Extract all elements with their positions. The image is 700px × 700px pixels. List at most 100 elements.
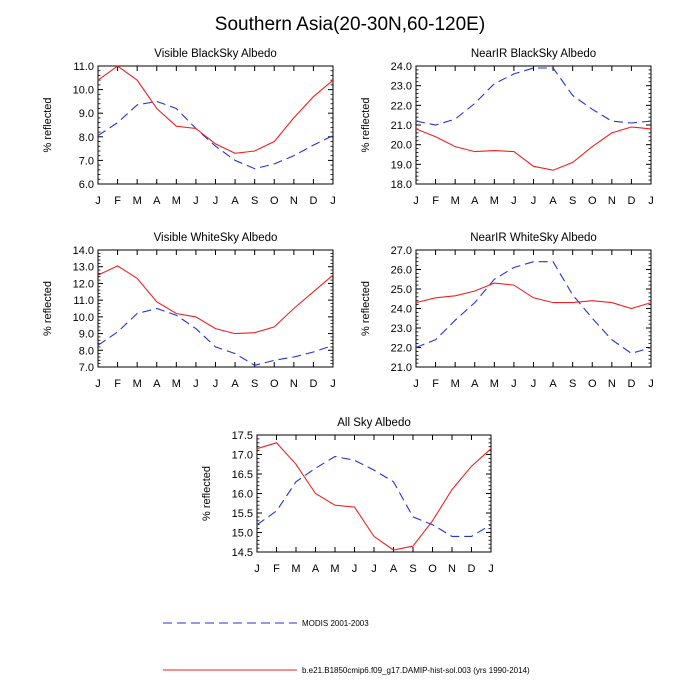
y-tick-label: 7.0 [79, 155, 94, 167]
x-tick-label: O [270, 195, 279, 207]
y-tick-label: 16.5 [232, 469, 253, 481]
panel-4: NearIR WhiteSky Albedo % reflected 21.0 22.… [360, 232, 654, 390]
x-tick-label: M [330, 563, 339, 575]
legend: MODIS 2001-2003 b.e21.B1850cmip6.f09_g17.… [163, 619, 530, 675]
x-tick-label: J [413, 378, 419, 390]
x-tick-label: S [569, 378, 576, 390]
y-tick-label: 11.0 [73, 295, 94, 307]
x-tick-label: J [648, 195, 654, 207]
x-tick-label: A [549, 195, 557, 207]
y-axis-label: % reflected [360, 97, 372, 152]
y-tick-label: 22.0 [391, 343, 412, 355]
panel-2: NearIR BlackSky Albedo % reflected 18.0 19.… [360, 48, 654, 207]
panels: Visible BlackSky Albedo % reflected 6.0 7.0… [42, 48, 654, 575]
legend-label: b.e21.B1850cmip6.f09_g17.DAMIP-hist-sol.… [302, 666, 530, 675]
x-tick-label: O [588, 195, 597, 207]
x-tick-label: M [172, 378, 181, 390]
y-tick-label: 12.0 [73, 278, 94, 290]
x-tick-label: M [490, 378, 499, 390]
x-tick-label: J [254, 563, 260, 575]
panel-title: NearIR WhiteSky Albedo [470, 232, 597, 244]
x-tick-label: S [569, 195, 576, 207]
x-tick-label: M [490, 195, 499, 207]
series-line-solid [97, 265, 334, 335]
x-tick-label: D [309, 195, 317, 207]
x-tick-label: D [309, 378, 317, 390]
x-tick-label: F [432, 195, 439, 207]
y-tick-label: 25.0 [391, 284, 412, 296]
y-tick-label: 15.5 [232, 508, 253, 520]
series-line-dashed [97, 100, 334, 170]
panel-title: Visible WhiteSky Albedo [154, 232, 278, 244]
x-tick-label: J [648, 378, 654, 390]
y-tick-label: 8.0 [79, 132, 94, 144]
y-tick-label: 16.0 [232, 489, 253, 501]
x-tick-label: N [608, 378, 616, 390]
y-tick-label: 22.0 [391, 100, 412, 112]
x-tick-label: N [448, 563, 456, 575]
panel-3: Visible WhiteSky Albedo % reflected 7.0 8.0… [42, 232, 336, 390]
y-tick-label: 9.0 [79, 329, 94, 341]
x-tick-label: J [488, 563, 494, 575]
series-line-dashed [415, 261, 652, 355]
y-tick-label: 9.0 [79, 108, 94, 120]
page-title: Southern Asia(20-30N,60-120E) [215, 14, 485, 35]
x-tick-label: N [290, 378, 298, 390]
legend-label: MODIS 2001-2003 [302, 619, 369, 628]
x-tick-label: J [213, 195, 219, 207]
x-tick-label: N [608, 195, 616, 207]
x-tick-label: O [270, 378, 279, 390]
x-tick-label: J [330, 378, 336, 390]
x-tick-label: J [193, 378, 199, 390]
series-line-dashed [97, 307, 334, 366]
x-tick-label: A [549, 378, 557, 390]
x-tick-label: S [409, 563, 416, 575]
y-tick-label: 6.0 [79, 179, 94, 191]
x-tick-label: J [511, 195, 517, 207]
y-tick-label: 11.0 [73, 61, 94, 73]
y-tick-label: 13.0 [73, 262, 94, 274]
y-axis-label: % reflected [201, 466, 213, 521]
x-tick-label: A [153, 378, 161, 390]
x-tick-label: D [627, 378, 635, 390]
y-tick-label: 21.0 [391, 120, 412, 132]
x-tick-label: F [273, 563, 280, 575]
y-tick-label: 17.5 [232, 430, 253, 442]
y-tick-label: 14.5 [232, 547, 253, 559]
x-tick-label: J [193, 195, 199, 207]
y-tick-label: 14.0 [73, 245, 94, 257]
x-tick-label: J [330, 195, 336, 207]
panel-title: NearIR BlackSky Albedo [471, 48, 596, 60]
y-tick-label: 27.0 [391, 245, 412, 257]
x-tick-label: M [451, 195, 460, 207]
x-tick-label: J [352, 563, 358, 575]
y-tick-label: 23.0 [391, 81, 412, 93]
x-tick-label: J [413, 195, 419, 207]
y-tick-label: 18.0 [391, 179, 412, 191]
series-line-dashed [415, 67, 652, 126]
x-tick-label: O [588, 378, 597, 390]
x-tick-label: J [531, 378, 537, 390]
series-line-dashed [256, 455, 492, 537]
y-axis-label: % reflected [360, 281, 372, 336]
x-tick-label: S [251, 195, 258, 207]
y-axis-label: % reflected [42, 281, 54, 336]
x-tick-label: A [231, 378, 239, 390]
x-tick-label: J [531, 195, 537, 207]
series-line-solid [415, 282, 652, 310]
y-tick-label: 21.0 [391, 362, 412, 374]
y-tick-label: 24.0 [391, 304, 412, 316]
x-tick-label: M [172, 195, 181, 207]
y-tick-label: 23.0 [391, 323, 412, 335]
y-tick-label: 8.0 [79, 345, 94, 357]
x-tick-label: J [95, 378, 101, 390]
y-tick-label: 7.0 [79, 362, 94, 374]
panel-title: Visible BlackSky Albedo [154, 48, 277, 60]
series-line-solid [256, 442, 492, 551]
y-tick-label: 24.0 [391, 61, 412, 73]
panel-5: All Sky Albedo % reflected 14.5 15.0 15.5 16.… [201, 417, 494, 575]
series-line-solid [97, 65, 334, 154]
x-tick-label: O [428, 563, 437, 575]
x-tick-label: A [153, 195, 161, 207]
x-tick-label: A [471, 195, 479, 207]
